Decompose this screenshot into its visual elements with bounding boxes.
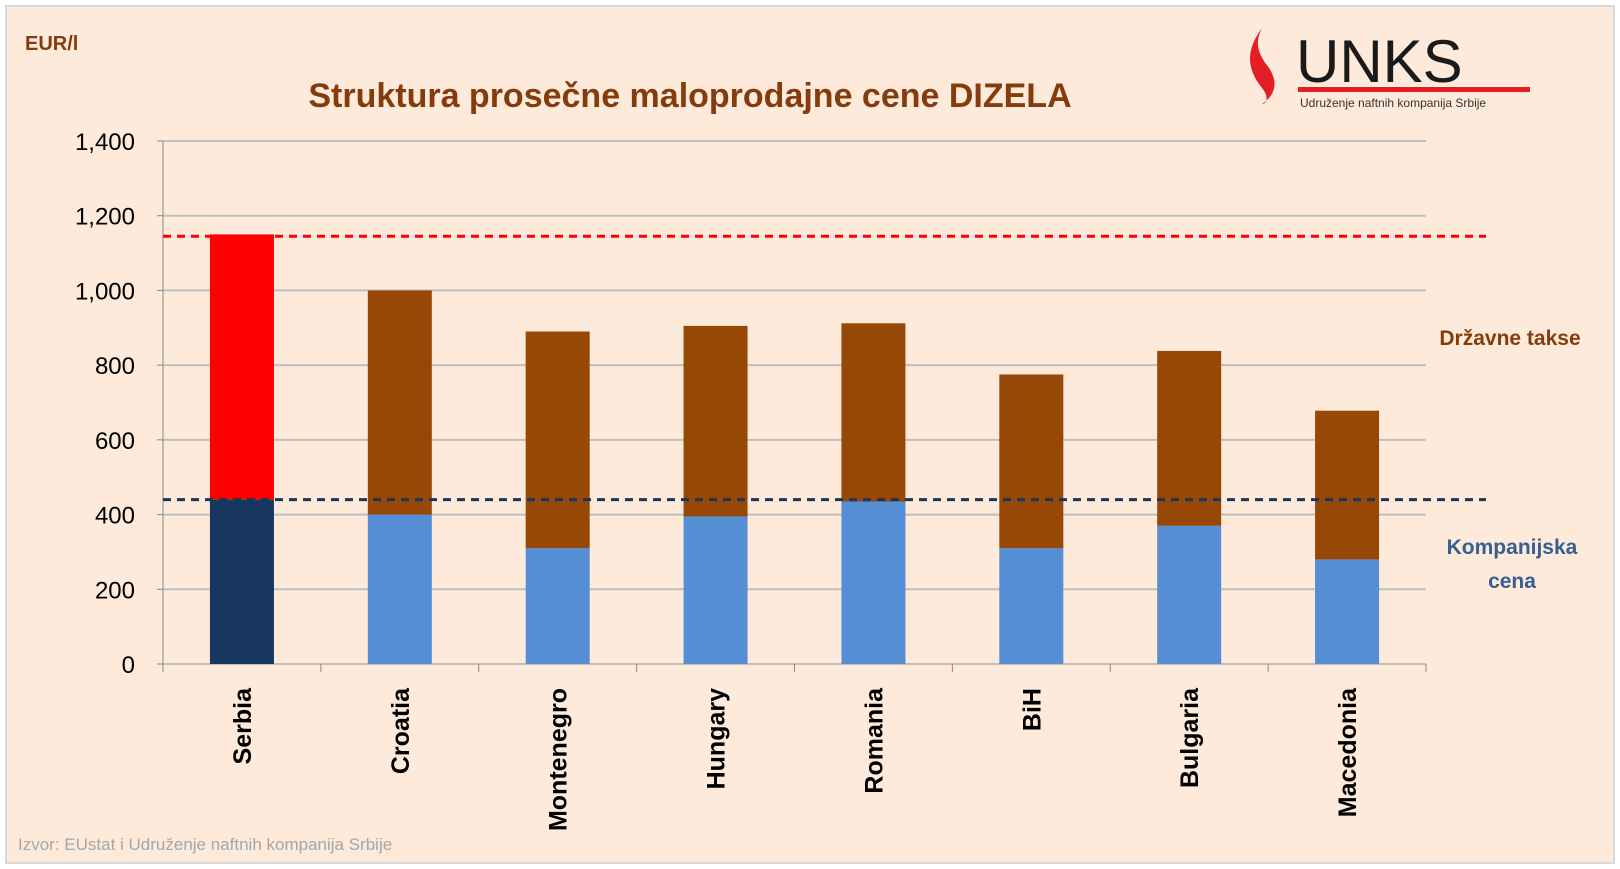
bar-bih-company — [999, 548, 1064, 664]
x-tick-label: Romania — [860, 687, 888, 794]
y-tick-label: 1,000 — [75, 278, 135, 305]
x-tick-label: Macedonia — [1334, 687, 1362, 817]
bar-hungary-tax — [683, 325, 748, 517]
bar-montenegro-tax — [525, 331, 590, 549]
bar-bulgaria-tax — [1157, 350, 1222, 526]
bar-bulgaria-company — [1157, 525, 1222, 664]
y-tick-label: 800 — [95, 353, 135, 380]
unks-logo: UNKS Udruženje naftnih kompanija Srbije — [1250, 28, 1530, 110]
y-tick-label: 1,400 — [75, 129, 135, 156]
bar-serbia-company — [209, 499, 274, 664]
x-tick-label: Bulgaria — [1176, 687, 1204, 788]
bar-serbia-tax — [209, 234, 274, 500]
legend-tax-label: Državne takse — [1439, 327, 1580, 350]
logo-text: UNKS — [1296, 28, 1463, 95]
y-tick-label: 400 — [95, 503, 135, 530]
bar-macedonia-tax — [1315, 410, 1380, 560]
bar-bih-tax — [999, 374, 1064, 549]
bar-romania-company — [841, 501, 906, 664]
y-axis-unit-label: EUR/l — [25, 33, 78, 55]
chart-title: Struktura prosečne maloprodajne cene DIZ… — [308, 77, 1071, 115]
legend-company-label-line2: cena — [1488, 570, 1536, 593]
bar-hungary-company — [683, 516, 748, 664]
bar-croatia-tax — [367, 290, 432, 515]
logo-subtitle: Udruženje naftnih kompanija Srbije — [1300, 96, 1486, 110]
bar-romania-tax — [841, 323, 906, 502]
logo-flame-icon — [1250, 28, 1275, 104]
y-tick-label: 0 — [122, 652, 135, 679]
bar-croatia-company — [367, 514, 432, 664]
x-tick-label: BiH — [1018, 688, 1046, 731]
bar-montenegro-company — [525, 548, 590, 664]
y-tick-label: 600 — [95, 428, 135, 455]
legend-company-label-line1: Kompanijska — [1447, 536, 1578, 559]
x-tick-label: Serbia — [229, 687, 257, 765]
x-tick-label: Montenegro — [545, 688, 573, 831]
logo-underline — [1298, 87, 1530, 92]
legend-company-label: Kompanijska cena — [1447, 536, 1578, 593]
x-tick-label: Hungary — [703, 688, 731, 790]
y-tick-label: 200 — [95, 577, 135, 604]
y-tick-label: 1,200 — [75, 204, 135, 231]
x-tick-label: Croatia — [387, 687, 415, 774]
source-note: Izvor: EUstat i Udruženje naftnih kompan… — [18, 835, 392, 854]
bar-macedonia-company — [1315, 559, 1380, 664]
